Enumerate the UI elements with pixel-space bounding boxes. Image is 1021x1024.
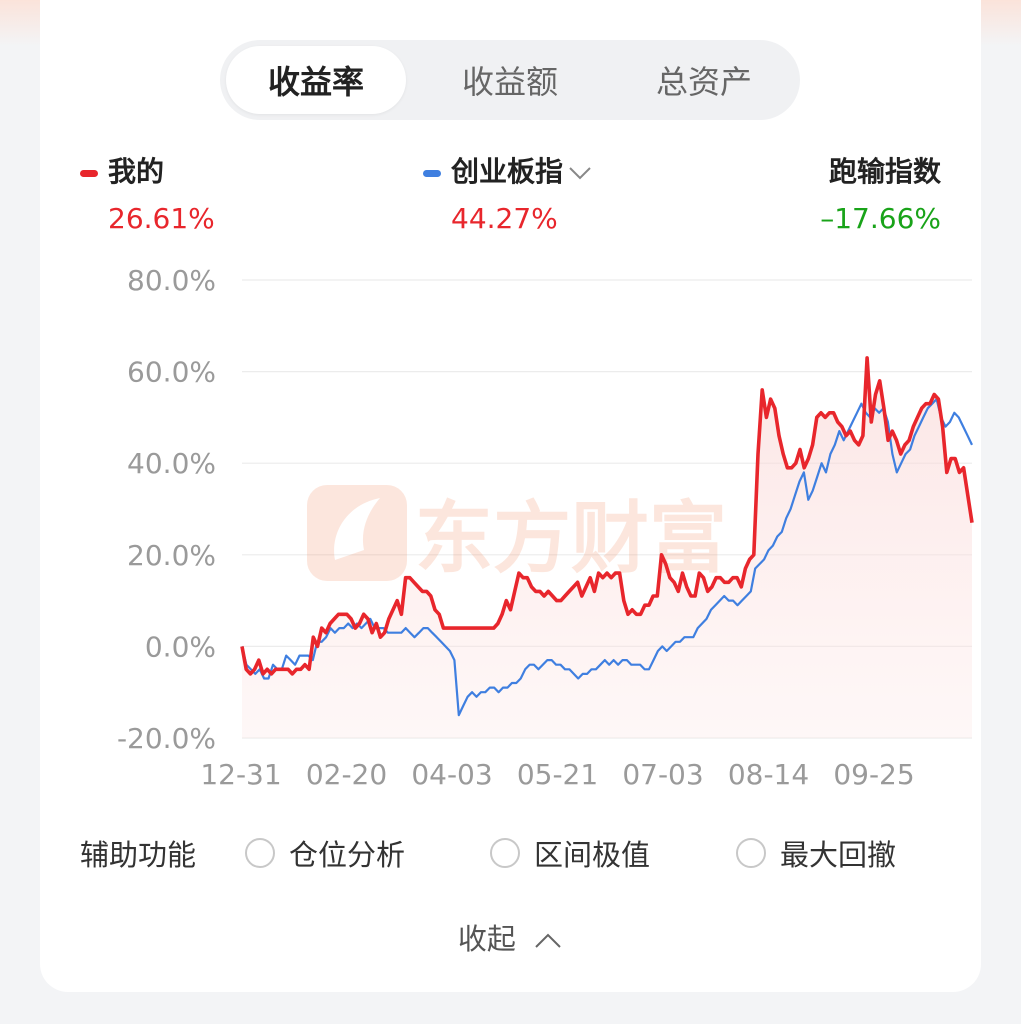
x-axis-ticks: 12-31 02-20 04-03 05-21 07-03 08-14 09-25 [200, 758, 914, 791]
legend-swatch-mine [80, 169, 98, 177]
watermark-logo-mark [334, 498, 380, 560]
y-tick-label: 60.0% [127, 356, 216, 389]
collapse-button[interactable]: 收起 [40, 916, 981, 958]
legend-mine-value: 26.61% [108, 202, 215, 235]
option-label[interactable]: 仓位分析 [289, 838, 406, 872]
chevron-down-icon[interactable] [567, 165, 593, 181]
option-max-drawdown[interactable]: 最大回撤 [736, 832, 896, 874]
y-tick-label: 0.0% [145, 630, 216, 663]
legend-diff-label: 跑输指数 [828, 155, 941, 188]
mine-area-fill [242, 357, 972, 738]
legend-mine-label: 我的 [108, 155, 165, 188]
y-tick-label: 20.0% [127, 539, 216, 572]
series-line-mine [240, 356, 974, 676]
y-tick-label: -20.0% [117, 722, 216, 755]
x-tick-label: 08-14 [728, 758, 809, 791]
watermark-text: 东方财富 [415, 494, 727, 584]
option-range-extreme[interactable]: 区间极值 [490, 832, 650, 874]
return-card: 收益率 收益额 总资产 我的 26.61% 创业板指 44.27% 跑输指数 –… [40, 0, 981, 992]
legend-index-value: 44.27% [451, 202, 558, 235]
x-tick-label: 12-31 [200, 758, 281, 791]
return-line-chart: 东方财富 80.0% 60.0% 40.0% 20.0% 0.0% -20.0% 12-3… [117, 264, 974, 791]
legend-mine: 我的 26.61% [80, 150, 215, 235]
y-tick-label: 80.0% [127, 264, 216, 297]
tab-return-rate[interactable]: 收益率 [226, 46, 406, 114]
top-glow-left [0, 0, 40, 46]
option-label[interactable]: 区间极值 [534, 838, 651, 872]
option-position-analysis[interactable]: 仓位分析 [245, 832, 405, 874]
x-tick-label: 04-03 [411, 758, 492, 791]
top-glow-right [981, 0, 1021, 46]
legend-index-label[interactable]: 创业板指 [451, 155, 564, 188]
radio-icon[interactable] [245, 838, 275, 868]
x-tick-label: 05-21 [517, 758, 598, 791]
tab-total-assets[interactable]: 总资产 [655, 63, 752, 101]
tab-return-amount[interactable]: 收益额 [461, 63, 558, 101]
watermark: 东方财富 [307, 485, 727, 584]
segmented-tabs: 收益率 收益额 总资产 [220, 40, 800, 120]
legend-diff-value: –17.66% [820, 202, 941, 235]
legend-index[interactable]: 创业板指 44.27% [423, 150, 593, 235]
y-tick-label: 40.0% [127, 447, 216, 480]
chevron-up-icon[interactable] [533, 932, 563, 950]
radio-icon[interactable] [490, 838, 520, 868]
watermark-logo-icon [307, 485, 407, 581]
x-tick-label: 02-20 [306, 758, 387, 791]
legend-diff: 跑输指数 –17.66% [820, 150, 941, 235]
x-tick-label: 09-25 [833, 758, 914, 791]
collapse-label[interactable]: 收起 [457, 922, 516, 956]
radio-icon[interactable] [736, 838, 766, 868]
aux-title: 辅助功能 [80, 838, 197, 872]
series-lines [240, 356, 974, 717]
y-axis-ticks: 80.0% 60.0% 40.0% 20.0% 0.0% -20.0% [117, 264, 216, 755]
x-tick-label: 07-03 [622, 758, 703, 791]
series-line-index [240, 398, 973, 717]
option-label[interactable]: 最大回撤 [780, 838, 897, 872]
legend-swatch-index [423, 169, 441, 177]
